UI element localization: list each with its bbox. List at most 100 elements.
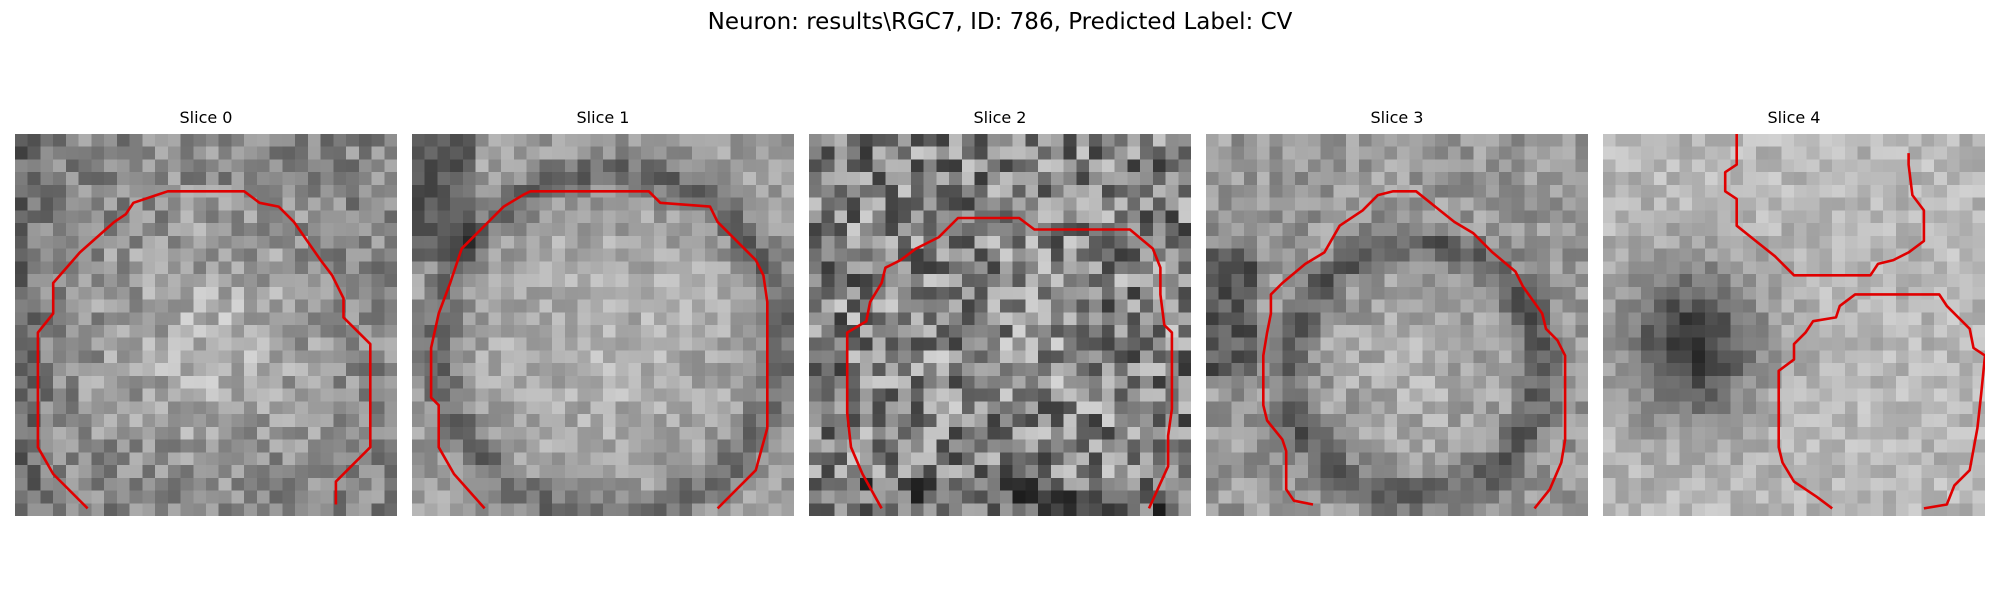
- image-pixel: [1397, 375, 1411, 390]
- image-pixel: [974, 337, 988, 352]
- image-pixel: [180, 465, 194, 479]
- image-pixel: [1921, 439, 1935, 453]
- image-pixel: [1946, 388, 1961, 402]
- image-pixel: [692, 184, 706, 199]
- image-pixel: [1486, 363, 1500, 377]
- image-pixel: [91, 274, 105, 288]
- image-pixel: [755, 401, 770, 415]
- image-pixel: [1114, 312, 1128, 326]
- image-pixel: [462, 401, 477, 415]
- image-pixel: [1781, 503, 1795, 516]
- image-pixel: [885, 184, 899, 199]
- image-pixel: [1959, 375, 1973, 390]
- image-pixel: [910, 503, 925, 516]
- image-pixel: [1575, 261, 1588, 275]
- image-pixel: [1422, 325, 1436, 339]
- image-pixel: [1140, 414, 1154, 428]
- image-pixel: [1397, 261, 1411, 275]
- image-pixel: [692, 235, 706, 250]
- image-pixel: [1218, 490, 1233, 504]
- image-pixel: [1562, 223, 1576, 237]
- image-pixel: [1959, 503, 1973, 516]
- image-pixel: [40, 299, 54, 313]
- image-pixel: [282, 401, 296, 415]
- image-pixel: [462, 274, 477, 288]
- image-pixel: [1755, 452, 1770, 466]
- image-pixel: [834, 197, 848, 211]
- image-pixel: [1089, 465, 1103, 479]
- image-pixel: [1473, 146, 1487, 161]
- image-pixel: [142, 261, 156, 275]
- image-pixel: [1730, 452, 1744, 466]
- image-pixel: [628, 388, 642, 402]
- image-pixel: [1012, 197, 1027, 211]
- image-pixel: [1704, 248, 1719, 262]
- image-pixel: [1972, 261, 1985, 275]
- image-pixel: [104, 337, 118, 352]
- image-pixel: [1692, 248, 1706, 262]
- image-pixel: [1025, 401, 1039, 415]
- image-pixel: [704, 184, 719, 199]
- image-pixel: [1615, 477, 1630, 492]
- image-pixel: [295, 503, 309, 516]
- image-pixel: [1320, 159, 1334, 173]
- image-pixel: [987, 439, 1001, 453]
- image-pixel: [1333, 490, 1347, 504]
- image-pixel: [898, 388, 912, 402]
- image-pixel: [1384, 477, 1398, 492]
- image-pixel: [231, 172, 245, 186]
- image-pixel: [501, 426, 515, 441]
- image-pixel: [1076, 235, 1090, 250]
- image-pixel: [1050, 363, 1065, 377]
- image-pixel: [653, 184, 668, 199]
- image-pixel: [730, 350, 744, 364]
- image-pixel: [898, 146, 912, 161]
- image-pixel: [898, 325, 912, 339]
- image-pixel: [40, 223, 54, 237]
- image-pixel: [65, 439, 80, 453]
- image-pixel: [1422, 375, 1436, 390]
- image-pixel: [1025, 503, 1039, 516]
- image-pixel: [1895, 134, 1910, 148]
- image-pixel: [1549, 146, 1564, 161]
- image-pixel: [526, 375, 540, 390]
- image-pixel: [231, 414, 245, 428]
- image-pixel: [1076, 134, 1090, 148]
- image-pixel: [781, 414, 794, 428]
- image-pixel: [1256, 490, 1271, 504]
- image-pixel: [1101, 401, 1116, 415]
- image-pixel: [717, 210, 731, 224]
- image-pixel: [1358, 363, 1373, 377]
- image-pixel: [1755, 375, 1770, 390]
- image-pixel: [450, 325, 464, 339]
- image-pixel: [910, 134, 925, 148]
- image-pixel: [1114, 337, 1128, 352]
- image-pixel: [1165, 184, 1179, 199]
- image-pixel: [1641, 401, 1655, 415]
- image-pixel: [1371, 261, 1385, 275]
- image-pixel: [781, 452, 794, 466]
- image-pixel: [1038, 134, 1052, 148]
- image-pixel: [488, 337, 502, 352]
- image-pixel: [1165, 477, 1179, 492]
- image-pixel: [1946, 439, 1961, 453]
- image-pixel: [1743, 223, 1757, 237]
- image-pixel: [628, 350, 642, 364]
- image-pixel: [1692, 261, 1706, 275]
- image-pixel: [1666, 299, 1680, 313]
- image-pixel: [910, 286, 925, 301]
- image-pixel: [1114, 401, 1128, 415]
- image-pixel: [821, 503, 836, 516]
- image-pixel: [1012, 184, 1027, 199]
- image-pixel: [615, 401, 630, 415]
- image-pixel: [1615, 375, 1630, 390]
- image-pixel: [462, 197, 477, 211]
- image-pixel: [513, 299, 528, 313]
- image-pixel: [450, 134, 464, 148]
- image-pixel: [641, 375, 655, 390]
- image-pixel: [1794, 134, 1808, 148]
- image-pixel: [1934, 452, 1948, 466]
- image-pixel: [1511, 184, 1525, 199]
- image-pixel: [320, 274, 334, 288]
- image-pixel: [282, 375, 296, 390]
